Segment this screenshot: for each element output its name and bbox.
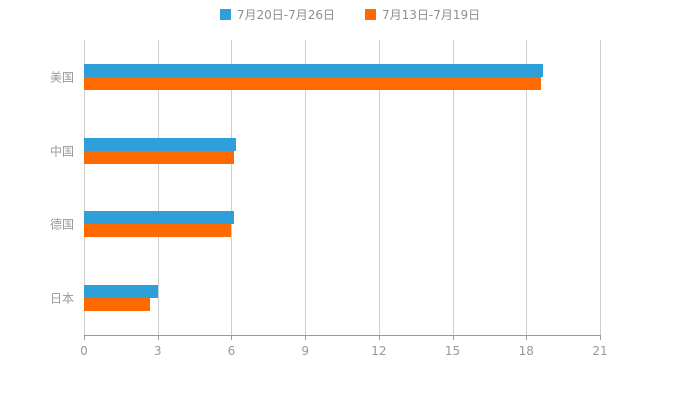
x-tick-label: 6 <box>227 344 236 358</box>
bar-series-0 <box>84 63 544 77</box>
bar-series-0 <box>84 211 234 225</box>
x-tick-label: 3 <box>153 344 162 358</box>
gridline <box>157 40 159 335</box>
bar-series-1 <box>84 298 151 312</box>
gridline <box>526 40 528 335</box>
x-tick-label: 21 <box>592 344 608 358</box>
gridline <box>452 40 454 335</box>
category-label: 日本 <box>49 291 74 306</box>
axis-tick <box>305 335 307 340</box>
bar-group <box>84 40 600 114</box>
gridline <box>378 40 380 335</box>
axis-tick <box>84 335 85 340</box>
bar-series-0 <box>84 137 237 151</box>
category-label: 中国 <box>49 144 74 159</box>
axis-tick <box>231 335 233 340</box>
category-label: 美国 <box>49 70 74 85</box>
x-tick-label: 18 <box>518 344 534 358</box>
category-label: 德国 <box>49 217 74 232</box>
plot-area: 0 3 6 9 12 15 18 21 美国中国德国日本 <box>50 40 608 358</box>
axis-tick <box>157 335 159 340</box>
x-tick-label: 15 <box>444 344 461 358</box>
axis-tick <box>526 335 528 340</box>
x-tick-label: 9 <box>301 344 309 358</box>
axis-tick <box>378 335 380 340</box>
bar-series-1 <box>84 150 234 164</box>
axis-tick <box>452 335 454 340</box>
bar-group <box>84 188 600 262</box>
gridline <box>305 40 307 335</box>
bar-series-0 <box>84 285 158 299</box>
bar-series-1 <box>84 76 542 90</box>
axis-tick <box>600 335 601 340</box>
chart-legend: 7月20日-7月26日 7月13日-7月19日 <box>0 6 700 23</box>
x-tick-label: 12 <box>371 344 387 358</box>
legend-swatch-icon <box>365 9 376 20</box>
gridline <box>84 40 85 335</box>
legend-label: 7月13日-7月19日 <box>382 8 481 22</box>
bar-group <box>84 261 600 335</box>
legend-label: 7月20日-7月26日 <box>236 8 335 22</box>
legend-item-series-0[interactable]: 7月20日-7月26日 <box>219 6 335 23</box>
legend-item-series-1[interactable]: 7月13日-7月19日 <box>365 6 480 23</box>
legend-swatch-icon <box>219 9 231 20</box>
bar-group <box>84 114 600 188</box>
x-tick-label: 0 <box>80 344 88 358</box>
gridline <box>231 40 233 335</box>
gridline <box>600 40 601 335</box>
bar-series-1 <box>84 224 232 238</box>
